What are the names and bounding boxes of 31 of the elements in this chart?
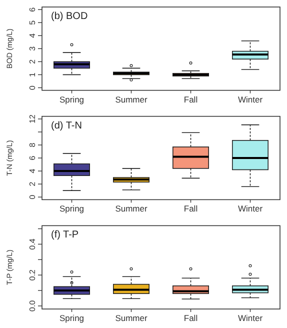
y-tick-label: 4 (28, 32, 37, 38)
x-tick-label: Winter (238, 313, 263, 323)
x-tick-label: Winter (238, 204, 263, 214)
x-tick-label: Spring (59, 313, 84, 323)
x-tick-label: Winter (238, 94, 263, 104)
x-tick-label: Spring (59, 204, 84, 214)
x-tick-label: Summer (115, 204, 148, 214)
y-tick-label: 12 (28, 114, 37, 124)
y-tick-label: 0.4 (28, 238, 37, 250)
y-tick-label: 6 (28, 155, 37, 160)
y-tick-label: 2 (28, 58, 37, 64)
x-tick-label: Summer (115, 94, 148, 104)
y-tick-label: 4 (28, 168, 37, 174)
y-tick-label: 3 (28, 46, 37, 51)
x-tick-label: Fall (184, 313, 198, 323)
y-tick-label: 2 (28, 181, 37, 186)
x-tick-label: Fall (184, 204, 198, 214)
y-tick-label: 1 (28, 72, 37, 77)
x-tick-label: Spring (59, 94, 84, 104)
y-tick-label: 6 (28, 6, 37, 12)
y-tick-label: 8 (28, 142, 37, 148)
y-tick-label: 0.0 (28, 300, 37, 312)
x-tick-label: Summer (115, 313, 148, 323)
chart-title: (f) T-P (51, 230, 79, 241)
y-tick-label: 0 (28, 194, 37, 200)
y-tick-label: 5 (28, 20, 37, 25)
x-tick-label: Fall (184, 94, 198, 104)
y-tick-label: 0.2 (28, 268, 37, 281)
y-tick-label: 0 (28, 84, 37, 90)
chart-title: (d) T-N (51, 120, 82, 132)
chart-title: (b) BOD (51, 11, 88, 22)
